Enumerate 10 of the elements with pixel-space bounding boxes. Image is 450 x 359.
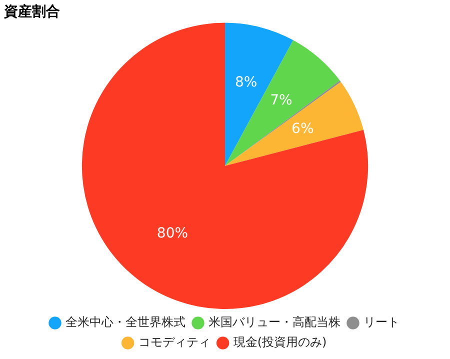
legend-label: リート [364, 315, 400, 330]
legend-label: 全米中心・全世界株式 [66, 315, 186, 330]
legend-label: 米国バリュー・高配当株 [208, 315, 340, 330]
data-label: 7% [270, 92, 292, 109]
data-label: 8% [234, 74, 258, 90]
data-label: 6% [292, 120, 314, 137]
legend-label: 現金(投資用のみ) [233, 335, 327, 350]
chart-title: 資産割合 [3, 3, 60, 20]
legend-label: コモディティ [138, 335, 210, 350]
data-label: 80% [156, 225, 188, 242]
